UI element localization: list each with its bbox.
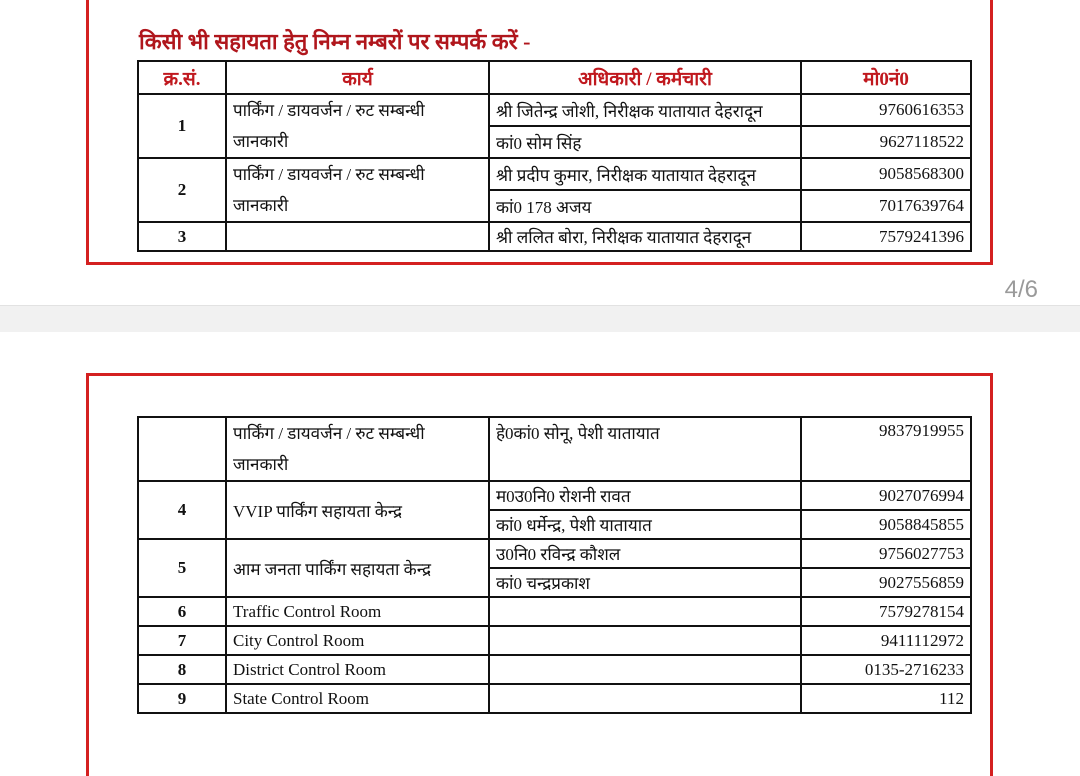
task-cell: District Control Room bbox=[225, 654, 490, 685]
serial-number: 3 bbox=[137, 221, 227, 252]
phone-number: 9837919955 bbox=[800, 416, 972, 482]
serial-number: 2 bbox=[137, 157, 227, 223]
serial-number: 6 bbox=[137, 596, 227, 627]
phone-number: 0135-2716233 bbox=[800, 654, 972, 685]
table-row: 9 State Control Room 112 bbox=[137, 683, 972, 714]
page-border bbox=[86, 0, 993, 265]
task-cell: आम जनता पार्किंग सहायता केन्द्र bbox=[225, 538, 490, 598]
officer-name: कां0 चन्द्रप्रकाश bbox=[488, 567, 802, 598]
officer-name: कां0 178 अजय bbox=[488, 189, 802, 223]
officer-name: कां0 सोम सिंह bbox=[488, 125, 802, 159]
serial-number: 4 bbox=[137, 480, 227, 540]
serial-number: 8 bbox=[137, 654, 227, 685]
page-border bbox=[86, 373, 993, 776]
table-row: पार्किंग / डायवर्जन / रुट सम्बन्धी जानकार… bbox=[137, 416, 972, 482]
task-cell: पार्किंग / डायवर्जन / रुट सम्बन्धी जानकार… bbox=[225, 157, 490, 223]
serial-number bbox=[137, 416, 227, 482]
col-header-sn: क्र.सं. bbox=[137, 60, 227, 95]
officer-name: उ0नि0 रविन्द्र कौशल bbox=[488, 538, 802, 569]
officer-name: श्री ललित बोरा, निरीक्षक यातायात देहरादू… bbox=[488, 221, 802, 252]
officer-name: कां0 धर्मेन्द्र, पेशी यातायात bbox=[488, 509, 802, 540]
phone-number: 9058845855 bbox=[800, 509, 972, 540]
table-row: 4 VVIP पार्किंग सहायता केन्द्र म0उ0नि0 र… bbox=[137, 480, 972, 540]
phone-number: 9058568300 bbox=[800, 157, 972, 191]
table-row: 2 पार्किंग / डायवर्जन / रुट सम्बन्धी जानक… bbox=[137, 157, 972, 223]
task-cell: State Control Room bbox=[225, 683, 490, 714]
col-header-officer: अधिकारी / कर्मचारी bbox=[488, 60, 802, 95]
table-row: 3 श्री ललित बोरा, निरीक्षक यातायात देहरा… bbox=[137, 221, 972, 252]
serial-number: 5 bbox=[137, 538, 227, 598]
table-row: कां0 धर्मेन्द्र, पेशी यातायात 9058845855 bbox=[138, 509, 972, 540]
phone-number: 9627118522 bbox=[800, 125, 972, 159]
pdf-page-5: पार्किंग / डायवर्जन / रुट सम्बन्धी जानकार… bbox=[0, 332, 1080, 776]
page-indicator: 4/6 bbox=[1004, 276, 1038, 303]
task-cell: पार्किंग / डायवर्जन / रुट सम्बन्धी जानकार… bbox=[225, 93, 490, 159]
col-header-mobile: मो0नं0 bbox=[800, 60, 972, 95]
officer-name: श्री प्रदीप कुमार, निरीक्षक यातायात देहर… bbox=[488, 157, 802, 191]
empty-cell bbox=[488, 683, 802, 714]
task-line: पार्किंग / डायवर्जन / रुट सम्बन्धी bbox=[233, 165, 425, 184]
empty-cell bbox=[488, 654, 802, 685]
officer-name: हे0कां0 सोनू, पेशी यातायात bbox=[488, 416, 802, 482]
phone-number: 9756027753 bbox=[800, 538, 972, 569]
phone-number: 7579278154 bbox=[800, 596, 972, 627]
phone-number: 7017639764 bbox=[800, 189, 972, 223]
task-line: जानकारी bbox=[233, 455, 289, 474]
task-line: जानकारी bbox=[233, 132, 289, 151]
serial-number: 1 bbox=[137, 93, 227, 159]
task-cell bbox=[225, 221, 490, 252]
table-row: 7 City Control Room 9411112972 bbox=[137, 625, 972, 656]
table-row: 5 आम जनता पार्किंग सहायता केन्द्र उ0नि0 … bbox=[137, 538, 972, 598]
table-header-row: क्र.सं. कार्य अधिकारी / कर्मचारी मो0नं0 bbox=[137, 60, 972, 95]
officer-name: श्री जितेन्द्र जोशी, निरीक्षक यातायात दे… bbox=[488, 93, 802, 127]
task-cell: VVIP पार्किंग सहायता केन्द्र bbox=[225, 480, 490, 540]
contact-heading: किसी भी सहायता हेतु निम्न नम्बरों पर सम्… bbox=[139, 29, 531, 54]
table-row: कां0 चन्द्रप्रकाश 9027556859 bbox=[138, 567, 972, 598]
pdf-page-4: किसी भी सहायता हेतु निम्न नम्बरों पर सम्… bbox=[0, 0, 1080, 305]
table-row: 6 Traffic Control Room 7579278154 bbox=[137, 596, 972, 627]
officer-name: म0उ0नि0 रोशनी रावत bbox=[488, 480, 802, 511]
phone-number: 9411112972 bbox=[800, 625, 972, 656]
table-row: कां0 सोम सिंह 9627118522 bbox=[138, 125, 972, 159]
page-separator bbox=[0, 305, 1080, 334]
phone-number: 112 bbox=[800, 683, 972, 714]
task-line: पार्किंग / डायवर्जन / रुट सम्बन्धी bbox=[233, 424, 425, 443]
serial-number: 9 bbox=[137, 683, 227, 714]
task-line: जानकारी bbox=[233, 196, 289, 215]
table-row: 1 पार्किंग / डायवर्जन / रुट सम्बन्धी जानक… bbox=[137, 93, 972, 159]
phone-number: 9027076994 bbox=[800, 480, 972, 511]
task-cell: पार्किंग / डायवर्जन / रुट सम्बन्धी जानकार… bbox=[225, 416, 490, 482]
phone-number: 9760616353 bbox=[800, 93, 972, 127]
task-line: पार्किंग / डायवर्जन / रुट सम्बन्धी bbox=[233, 101, 425, 120]
task-cell: City Control Room bbox=[225, 625, 490, 656]
contact-table-page-4: क्र.सं. कार्य अधिकारी / कर्मचारी मो0नं0 … bbox=[137, 60, 972, 252]
table-row: 8 District Control Room 0135-2716233 bbox=[137, 654, 972, 685]
serial-number: 7 bbox=[137, 625, 227, 656]
empty-cell bbox=[488, 625, 802, 656]
phone-number: 7579241396 bbox=[800, 221, 972, 252]
col-header-task: कार्य bbox=[225, 60, 490, 95]
phone-number: 9027556859 bbox=[800, 567, 972, 598]
empty-cell bbox=[488, 596, 802, 627]
contact-table-page-5: पार्किंग / डायवर्जन / रुट सम्बन्धी जानकार… bbox=[137, 416, 972, 714]
task-cell: Traffic Control Room bbox=[225, 596, 490, 627]
table-row: कां0 178 अजय 7017639764 bbox=[138, 189, 972, 223]
